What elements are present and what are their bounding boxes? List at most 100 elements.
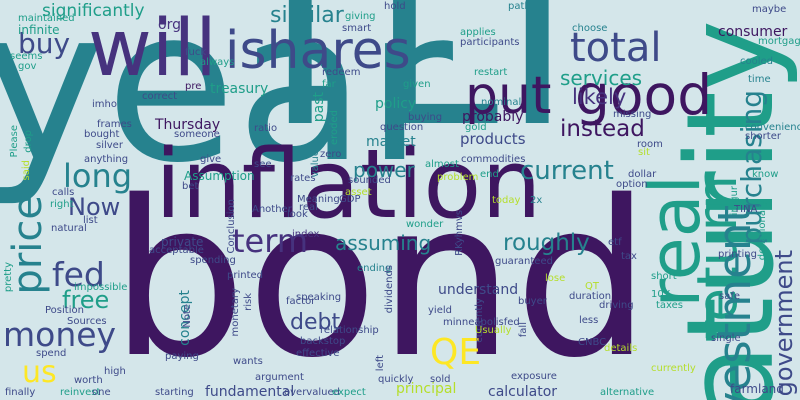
word-problem-102: problem	[437, 172, 479, 183]
word-expect-177: expect	[332, 387, 366, 398]
word-price-14: price	[5, 195, 51, 295]
word-giving-51: giving	[345, 11, 376, 22]
word-imgur-183: imgur	[729, 186, 740, 216]
word-fundamental-175: fundamental	[205, 384, 295, 400]
word-ishares-5: ishares	[225, 21, 411, 81]
word-probably-40: probably	[462, 109, 524, 125]
word-worth-166: worth	[74, 375, 103, 386]
word-buy-22: buy	[18, 27, 71, 60]
word-sounded-101: sounded	[348, 175, 391, 186]
word-participants-54: participants	[460, 37, 520, 48]
word-commodities-91: commodities	[461, 154, 526, 165]
word-value-97: value	[310, 150, 321, 178]
word-power-24: power	[353, 158, 415, 182]
word-thursday-39: Thursday	[155, 117, 221, 133]
word-gov-46: gov	[18, 61, 37, 72]
word-anything-84: anything	[84, 154, 129, 165]
word-natural-113: natural	[51, 223, 87, 234]
word-argument-167: argument	[255, 372, 304, 383]
word-right-100: right	[50, 199, 74, 210]
word-mortgage-57: mortgage	[758, 36, 800, 47]
word-principal-178: principal	[396, 381, 457, 397]
word-services-28: services	[560, 66, 643, 90]
word-position-139: Position	[45, 305, 84, 316]
word-index-120: index	[292, 229, 320, 240]
word-see-86: see	[254, 159, 272, 170]
word-assumption-94: Assumption	[184, 169, 255, 183]
word-cooled-58: cooled	[740, 56, 774, 67]
word-assuming-31: assuming	[335, 231, 432, 255]
word-org-42: org	[158, 17, 181, 33]
word-time-59: time	[748, 74, 771, 85]
word-pre-60: pre	[185, 81, 202, 92]
word-rkyhmvs-121: RKyhmvs	[454, 210, 465, 256]
word-list-104: list	[83, 215, 98, 226]
word-option-98: option	[616, 179, 648, 190]
word-current-23: current	[520, 156, 614, 186]
word-year-0: year	[0, 0, 453, 209]
word-market-35: market	[366, 134, 416, 150]
word-path-52: path	[508, 1, 531, 12]
word-silver-76: silver	[96, 140, 123, 151]
word-pretty-130: pretty	[3, 262, 14, 293]
word-reinvest-173: reinvest	[60, 387, 101, 398]
word-long-13: long	[63, 157, 133, 195]
word-effective-159: effective	[296, 348, 340, 359]
word-high-165: high	[104, 366, 126, 377]
word-us-16: us	[22, 355, 57, 390]
word-applies-55: applies	[460, 27, 496, 38]
word-ending-127: ending	[357, 263, 392, 274]
word-debt-29: debt	[290, 310, 341, 335]
word-overvalued-176: overvalued	[284, 387, 340, 398]
word-restart-64: restart	[474, 67, 508, 78]
word-look-115: look	[287, 209, 308, 220]
word-starting-168: starting	[155, 387, 194, 398]
word-know-99: know	[752, 169, 779, 180]
word-dividends-149: dividends	[384, 265, 395, 314]
word-bond-2: bond	[110, 154, 651, 400]
word-currently-164: currently	[651, 363, 696, 374]
word-someone-77: someone	[174, 129, 220, 140]
word-said-103: said	[21, 160, 32, 181]
word-safe-138: safe	[719, 291, 741, 302]
word-sold-170: sold	[430, 374, 451, 385]
word-farmland-181: farmland	[730, 382, 784, 396]
word-room-79: room	[637, 139, 663, 150]
word-significantly-41: significantly	[42, 1, 145, 21]
word-spend-158: spend	[36, 348, 67, 359]
word-speaking-132: speaking	[296, 292, 342, 303]
word-duration-145: duration	[569, 291, 612, 302]
word-roughly-30: roughly	[503, 230, 590, 256]
word-relationship-143: relationship	[320, 325, 379, 336]
word-finally-172: finally	[5, 387, 36, 398]
word-real-106: real	[299, 202, 318, 213]
word-zero-87: zero	[320, 149, 342, 160]
word-monetary-142: monetary	[230, 288, 241, 337]
word-will-4: will	[88, 4, 217, 94]
word-hold-49: hold	[384, 1, 406, 12]
word-cnbc-156: CNBC	[578, 337, 607, 348]
word-deflationary-184: deflationary	[757, 200, 768, 261]
word-always-48: always	[200, 57, 235, 68]
word-nominal-65: nominal	[481, 97, 522, 108]
word-yield-144: yield	[428, 305, 452, 316]
word-sources-140: Sources	[67, 316, 107, 327]
word-guaranteed-124: guaranteed	[495, 256, 553, 267]
word-note-148: Note	[182, 304, 193, 328]
word-acceptable-122: acceptable	[149, 245, 204, 256]
word-10y-137: 10Y	[651, 289, 670, 300]
word-eroded-71: eroded	[329, 110, 340, 146]
word-imho-73: imho	[92, 99, 117, 110]
word-gold-68: gold	[465, 122, 487, 133]
word-buying-67: buying	[408, 112, 443, 123]
word-usually-155: Usually	[475, 325, 512, 336]
word-policy-36: policy	[375, 96, 417, 112]
word-tina-112: TINA	[734, 204, 758, 215]
word-etf-118: etf	[608, 237, 622, 248]
word-shorter-81: shorter	[745, 131, 781, 142]
word-rates-96: rates	[290, 173, 316, 184]
word-products-37: products	[460, 130, 526, 148]
word-treasury-38: treasury	[210, 81, 269, 97]
word-money-15: money	[3, 315, 117, 354]
